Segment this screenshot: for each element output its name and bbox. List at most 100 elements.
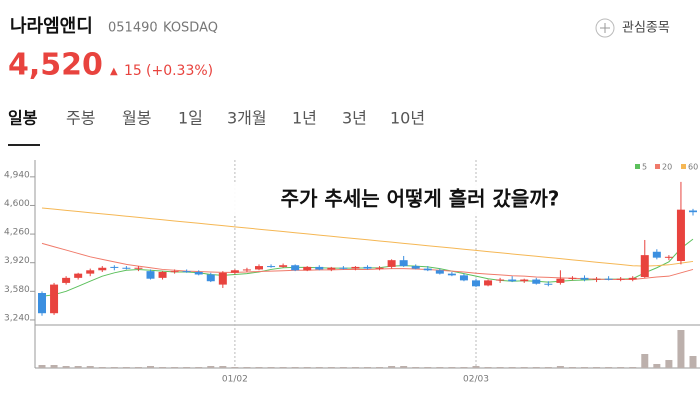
volume-bar xyxy=(376,367,384,368)
watch-label: 관심종목 xyxy=(622,21,670,36)
candle-body xyxy=(640,255,649,278)
volume-bar xyxy=(122,367,130,368)
period-tab[interactable]: 주봉 xyxy=(66,109,95,128)
candle-body xyxy=(122,267,131,269)
volume-bar xyxy=(171,367,179,368)
candle-body xyxy=(315,266,324,270)
y-tick-label: 3,580 xyxy=(4,285,30,295)
candle-body xyxy=(568,277,577,279)
legend-swatch xyxy=(635,164,640,169)
volume-bar xyxy=(243,367,251,368)
volume-bar xyxy=(484,367,492,368)
candle-body xyxy=(399,260,408,267)
volume-bar xyxy=(400,366,408,368)
volume-bar xyxy=(472,366,480,368)
volume-bar xyxy=(159,367,167,368)
volume-bar xyxy=(195,367,203,368)
watch-button[interactable]: 관심종목 xyxy=(595,18,670,38)
market: KOSDAQ xyxy=(163,21,218,36)
volume-bar xyxy=(520,367,528,368)
candle-body xyxy=(423,268,432,271)
change-pct: (+0.33%) xyxy=(146,63,213,79)
candle-body xyxy=(508,279,517,282)
plot: 3,240 3,580 3,920 4,260 4,600 4,940 01/02 02/03… xyxy=(4,160,698,385)
candle-body xyxy=(86,270,95,274)
period-tab[interactable]: 3년 xyxy=(342,109,367,128)
candle-body xyxy=(339,267,348,269)
volume-bar xyxy=(291,367,299,368)
candle-body xyxy=(363,266,372,269)
candle-body xyxy=(182,271,191,273)
volume-bar xyxy=(315,367,323,368)
volume-bar xyxy=(641,354,649,368)
volume-bar xyxy=(544,367,552,368)
legend-swatch xyxy=(655,164,660,169)
candle-body xyxy=(146,271,155,279)
volume-bar xyxy=(38,365,46,368)
change: 15 xyxy=(124,63,142,79)
y-tick-label: 4,940 xyxy=(4,170,30,180)
volume-bar xyxy=(255,367,263,368)
candle-body xyxy=(496,279,505,281)
volume-bar xyxy=(460,367,468,368)
volume-bar xyxy=(448,367,456,368)
stock-name: 나라엠앤디 xyxy=(10,16,93,37)
volume-bar xyxy=(568,367,576,368)
candle-body xyxy=(411,266,420,269)
candle-body xyxy=(327,267,336,270)
volume-bar xyxy=(98,367,106,368)
y-tick-label: 4,260 xyxy=(4,228,30,238)
volume-bar xyxy=(496,367,504,368)
period-tab[interactable]: 3개월 xyxy=(227,109,267,128)
volume-bar xyxy=(653,364,661,368)
candle-body xyxy=(218,272,227,285)
legend-label: 20 xyxy=(662,163,672,172)
candle-body xyxy=(556,278,565,283)
candle-body xyxy=(604,278,613,280)
volume-bar xyxy=(593,367,601,368)
volume-bar xyxy=(581,367,588,368)
candle-body xyxy=(170,271,179,273)
overlay-title: 주가 추세는 어떻게 흘러 갔을까? xyxy=(281,187,560,211)
moving-average xyxy=(41,242,694,281)
candle-body xyxy=(676,209,685,262)
volume-bar xyxy=(62,366,70,368)
legend-label: 5 xyxy=(642,163,647,172)
volume-bar xyxy=(207,366,215,368)
candle-body xyxy=(387,260,396,267)
period-tab[interactable]: 10년 xyxy=(390,109,425,128)
y-tick-label: 4,600 xyxy=(4,199,30,209)
candle-body xyxy=(242,269,251,271)
volume-bar xyxy=(339,367,347,368)
stock-code: 051490 xyxy=(108,21,158,36)
x-tick-label: 01/02 xyxy=(222,375,248,385)
period-tab[interactable]: 일봉 xyxy=(8,109,38,128)
volume-bar xyxy=(110,367,118,368)
volume-bar xyxy=(508,367,516,368)
candle-body xyxy=(628,277,637,280)
period-tab[interactable]: 1년 xyxy=(292,109,317,128)
volume-bar xyxy=(351,367,359,368)
volume-bar xyxy=(412,367,420,368)
volume-bar xyxy=(183,367,191,368)
volume-bar xyxy=(689,356,697,368)
volume-bar xyxy=(50,365,58,368)
volume-bar xyxy=(532,367,540,368)
volume-bar xyxy=(665,360,673,368)
candle-body xyxy=(616,278,625,280)
candle-body xyxy=(303,266,312,271)
volume-bar xyxy=(303,367,311,368)
candle-body xyxy=(544,283,553,285)
legend-label: 60 xyxy=(688,163,698,172)
period-tab[interactable]: 월봉 xyxy=(122,109,151,128)
candle-body xyxy=(74,273,83,278)
candle-body xyxy=(592,278,601,280)
moving-average xyxy=(41,207,694,267)
plus-circle xyxy=(595,18,615,38)
separator: · xyxy=(154,21,158,36)
period-tab[interactable]: 1일 xyxy=(178,109,203,128)
candle-body xyxy=(652,251,661,258)
candle-body xyxy=(98,267,107,271)
